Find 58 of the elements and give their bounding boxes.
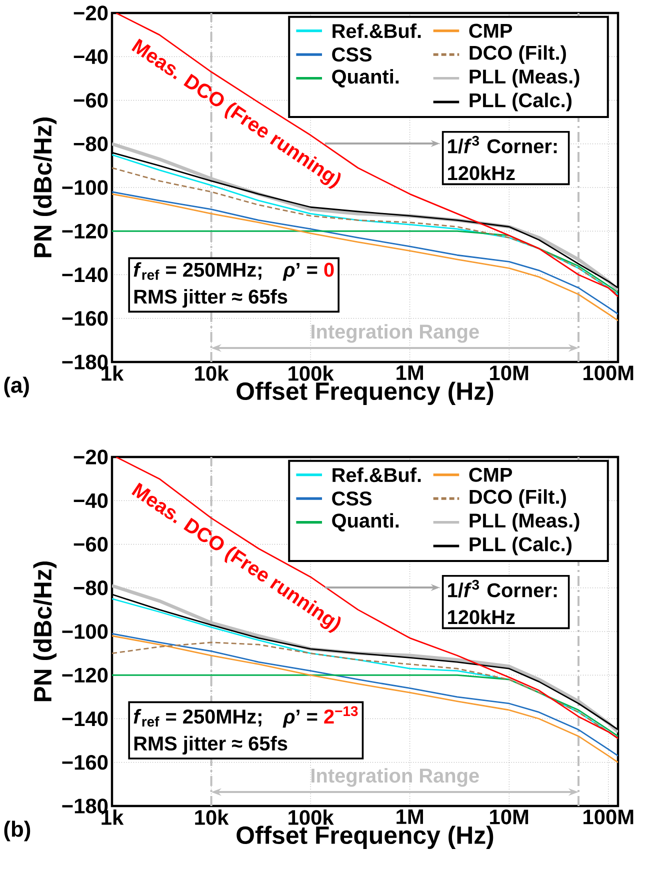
- legend-label: Ref.&Buf.: [332, 23, 421, 38]
- legend-label: CSS: [332, 47, 372, 62]
- annotation: ρ’ =: [282, 710, 318, 728]
- x-tick-label: 100k: [288, 366, 334, 381]
- legend-label: DCO (Filt.): [470, 45, 566, 64]
- x-tick-label: 10M: [490, 366, 528, 380]
- y-axis-title: PN (dBc/Hz): [33, 562, 57, 702]
- annotation: 1/f$^{3}$ Corner: 120kHz: [448, 136, 557, 180]
- annotation: f$_{ref}$ = 250MHz;: [134, 262, 262, 280]
- y-tick-label: −160: [62, 310, 108, 326]
- y-tick-label: −140: [62, 711, 108, 726]
- annotation: f$_{ref}$ = 250MHz;: [134, 709, 262, 727]
- y-tick-label: −20: [74, 450, 108, 464]
- y-tick-label: −120: [62, 224, 108, 239]
- x-tick-label: 10k: [195, 810, 229, 825]
- y-tick-label: −40: [74, 49, 108, 64]
- y-tick-label: −100: [62, 624, 108, 639]
- y-tick-label: −40: [74, 493, 108, 508]
- y-tick-label: −140: [62, 267, 108, 282]
- x-tick-label: 10M: [490, 810, 528, 824]
- x-tick-label: 100M: [584, 366, 634, 380]
- legend-label: PLL (Calc.): [470, 536, 572, 556]
- annotation: 1/f$^{3}$ Corner: 120kHz: [448, 580, 557, 624]
- x-tick-label: 100k: [288, 810, 334, 825]
- annotation: RMS jitter ≈ 65fs: [134, 289, 288, 308]
- y-tick-label: −120: [62, 668, 108, 683]
- legend-label: CSS: [332, 491, 372, 506]
- y-tick-label: −60: [74, 536, 108, 552]
- legend-label: Ref.&Buf.: [332, 467, 421, 482]
- x-axis-title: Offset Frequency (Hz): [236, 382, 494, 405]
- y-tick-label: −100: [62, 180, 108, 195]
- annotation: RMS jitter ≈ 65fs: [134, 736, 288, 754]
- x-tick-label: 100M: [584, 810, 634, 824]
- annotation: 0: [324, 262, 334, 277]
- x-tick-label: 10k: [195, 366, 229, 381]
- y-tick-label: −80: [74, 580, 108, 596]
- legend-label: CMP: [469, 468, 512, 482]
- x-axis-title: Offset Frequency (Hz): [236, 826, 494, 849]
- annotation: Integration Range: [312, 324, 479, 343]
- text: (b): [4, 820, 30, 842]
- text: (a): [4, 376, 29, 398]
- legend-label: Quanti.: [332, 513, 399, 532]
- legend-label: CMP: [469, 24, 512, 38]
- y-tick-label: −80: [74, 136, 108, 152]
- y-tick-label: −60: [74, 92, 108, 108]
- annotation: 2$^{−13}$: [324, 706, 358, 724]
- y-tick-label: −160: [62, 754, 108, 770]
- legend-label: DCO (Filt.): [470, 489, 566, 508]
- legend-label: PLL (Calc.): [470, 92, 572, 112]
- legend-label: PLL (Meas.): [470, 68, 580, 88]
- x-tick-label: 1M: [396, 366, 423, 380]
- y-axis-title: PN (dBc/Hz): [33, 118, 57, 258]
- annotation: ρ’ =: [282, 262, 318, 281]
- x-tick-label: 1M: [396, 810, 423, 824]
- legend-label: Quanti.: [332, 69, 399, 88]
- y-tick-label: −20: [74, 6, 108, 20]
- legend-label: PLL (Meas.): [470, 512, 580, 532]
- annotation: Integration Range: [312, 768, 479, 787]
